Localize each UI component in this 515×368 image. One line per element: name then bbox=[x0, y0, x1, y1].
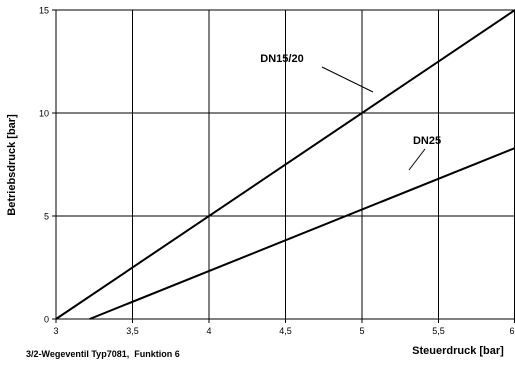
series-label-dn15-20: DN15/20 bbox=[260, 53, 303, 65]
x-tick-label-3: 4,5 bbox=[279, 326, 292, 336]
series-callouts: DN15/20 DN25 bbox=[260, 53, 441, 171]
leader-line-dn25 bbox=[408, 148, 426, 171]
x-tick-labels: 3 3,5 4 4,5 5 5,5 6 bbox=[53, 326, 514, 336]
leader-line-dn15-20 bbox=[321, 66, 374, 93]
series-line-dn25 bbox=[89, 147, 515, 320]
x-tick-label-6: 6 bbox=[509, 326, 514, 336]
y-tick-label-0: 0 bbox=[44, 315, 49, 325]
y-axis-label: Betriebsdruck [bar] bbox=[6, 114, 18, 216]
x-tick-label-2: 4 bbox=[206, 326, 211, 336]
y-tick-labels: 0 5 10 15 bbox=[39, 6, 49, 325]
x-tick-label-0: 3 bbox=[53, 326, 58, 336]
series-lines bbox=[55, 9, 515, 320]
x-axis-label: Steuerdruck [bar] bbox=[412, 345, 504, 357]
x-tick-label-1: 3,5 bbox=[126, 326, 139, 336]
chart-caption: 3/2-Wegeventil Typ7081, Funktion 6 bbox=[26, 349, 180, 359]
series-label-dn25: DN25 bbox=[413, 135, 441, 147]
y-tick-label-1: 5 bbox=[44, 212, 49, 222]
x-tick-label-4: 5 bbox=[359, 326, 364, 336]
x-tick-label-5: 5,5 bbox=[432, 326, 445, 336]
y-tick-label-3: 15 bbox=[39, 6, 49, 16]
series-line-dn15-20 bbox=[55, 9, 515, 320]
y-tick-label-2: 10 bbox=[39, 109, 49, 119]
